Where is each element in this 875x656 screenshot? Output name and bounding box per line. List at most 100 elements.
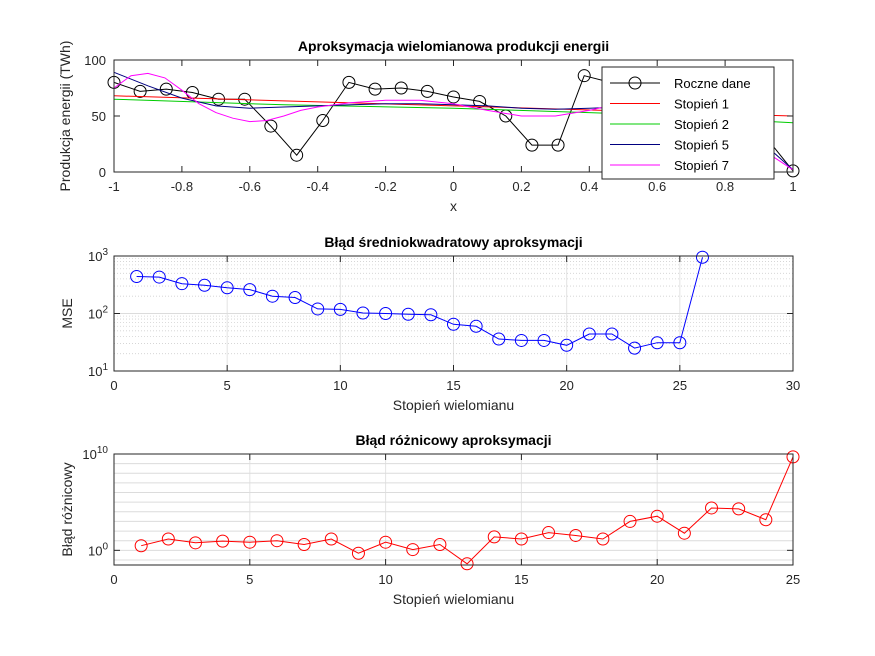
- x-tick-label: 0.4: [580, 179, 598, 194]
- y-axis-label: Błąd różnicowy: [59, 462, 75, 556]
- data-point: [650, 509, 664, 523]
- data-point: [264, 119, 278, 133]
- data-point: [297, 538, 311, 552]
- chart-title: Błąd średniokwadratowy aproksymacji: [324, 234, 582, 250]
- data-point: [356, 306, 370, 320]
- x-tick-label: 15: [514, 572, 528, 587]
- data-point: [406, 543, 420, 557]
- legend-entry-2: Stopień 1: [610, 97, 729, 112]
- axes-box: [113, 453, 794, 566]
- data-point: [460, 557, 474, 571]
- data-point: [628, 341, 642, 355]
- data-point: [424, 308, 438, 322]
- x-axis-label: Stopień wielomianu: [393, 397, 514, 413]
- data-point: [695, 250, 709, 264]
- data-point: [368, 82, 382, 96]
- legend-marker: [628, 76, 642, 90]
- chart-1: -1 -0.8 -0.6 -0.4 -0.2 0 0.2 0.4 0.6 0.8 1 0 50 100 Ap…: [57, 38, 800, 214]
- data-point: [161, 532, 175, 546]
- x-tick-label: 0.2: [512, 179, 530, 194]
- x-tick-label: 0.6: [648, 179, 666, 194]
- data-point: [514, 333, 528, 347]
- data-point: [265, 289, 279, 303]
- legend: Roczne dane Stopień 1 Stopień 2 Stopień 5 St…: [601, 66, 775, 180]
- y-tick-label-exponent: 10: [97, 445, 109, 456]
- legend-entry-5: Stopień 7: [610, 158, 729, 173]
- legend-entry-4: Stopień 5: [610, 138, 729, 153]
- y-tick-label: 103: [88, 247, 108, 264]
- data-point: [333, 302, 347, 316]
- data-point: [473, 94, 487, 108]
- data-point: [469, 319, 483, 333]
- data-point: [188, 536, 202, 550]
- data-point: [673, 336, 687, 350]
- x-tick-label: 1: [789, 179, 796, 194]
- data-point: [487, 530, 501, 544]
- series-1: [134, 450, 800, 571]
- y-tick-label: 100: [88, 541, 108, 558]
- series-line: [136, 257, 703, 349]
- data-point: [759, 513, 773, 527]
- x-tick-label: 15: [446, 378, 460, 393]
- data-point: [551, 138, 565, 152]
- chart-title: Aproksymacja wielomianowa produkcji ener…: [298, 38, 609, 54]
- data-point: [290, 148, 304, 162]
- data-point: [130, 270, 144, 284]
- data-point: [732, 502, 746, 516]
- data-point: [401, 307, 415, 321]
- data-point: [560, 338, 574, 352]
- x-tick-label: 30: [786, 378, 800, 393]
- data-point: [492, 332, 506, 346]
- data-point: [379, 307, 393, 320]
- y-tick-label-base: 10: [88, 307, 102, 322]
- x-tick-label: 25: [786, 572, 800, 587]
- data-point: [596, 532, 610, 546]
- x-tick-label: 20: [650, 572, 664, 587]
- x-tick-label: 0: [110, 378, 117, 393]
- y-tick-label: 102: [88, 305, 108, 322]
- data-point: [525, 138, 539, 152]
- x-tick-label: 0: [110, 572, 117, 587]
- data-point: [316, 113, 330, 127]
- data-point: [379, 535, 393, 549]
- data-point: [650, 336, 664, 350]
- data-point: [605, 327, 619, 341]
- x-tick-label: 0.8: [716, 179, 734, 194]
- x-tick-label: -0.2: [374, 179, 396, 194]
- y-tick-label-exponent: 1: [102, 362, 108, 373]
- x-tick-label: 10: [333, 378, 347, 393]
- x-tick-label: -0.8: [171, 179, 193, 194]
- legend-label: Stopień 5: [674, 138, 729, 153]
- y-tick-label-base: 10: [82, 447, 96, 462]
- data-point: [175, 277, 189, 291]
- x-tick-label: 10: [378, 572, 392, 587]
- data-point: [394, 81, 408, 95]
- data-point: [311, 302, 325, 316]
- y-tick-label-base: 10: [88, 543, 102, 558]
- data-point: [582, 327, 596, 341]
- data-point: [342, 75, 356, 89]
- grid: [113, 454, 794, 565]
- y-tick-label: 100: [84, 53, 106, 68]
- data-point: [324, 532, 338, 546]
- data-point: [152, 270, 166, 284]
- data-point: [542, 526, 556, 540]
- data-point: [705, 501, 719, 515]
- series-1: [130, 250, 709, 355]
- x-tick-label: -0.4: [306, 179, 328, 194]
- legend-label: Roczne dane: [674, 76, 751, 91]
- data-point: [351, 546, 365, 560]
- y-tick-label-base: 10: [88, 364, 102, 379]
- x-axis-label: Stopień wielomianu: [393, 591, 514, 607]
- data-point: [243, 283, 257, 297]
- plot-area: [114, 454, 793, 565]
- legend-label: Stopień 1: [674, 97, 729, 112]
- data-point: [447, 90, 460, 104]
- data-point: [288, 290, 302, 304]
- data-point: [134, 539, 148, 553]
- data-point: [198, 278, 212, 292]
- x-tick-label: -1: [108, 179, 120, 194]
- data-point: [270, 534, 284, 548]
